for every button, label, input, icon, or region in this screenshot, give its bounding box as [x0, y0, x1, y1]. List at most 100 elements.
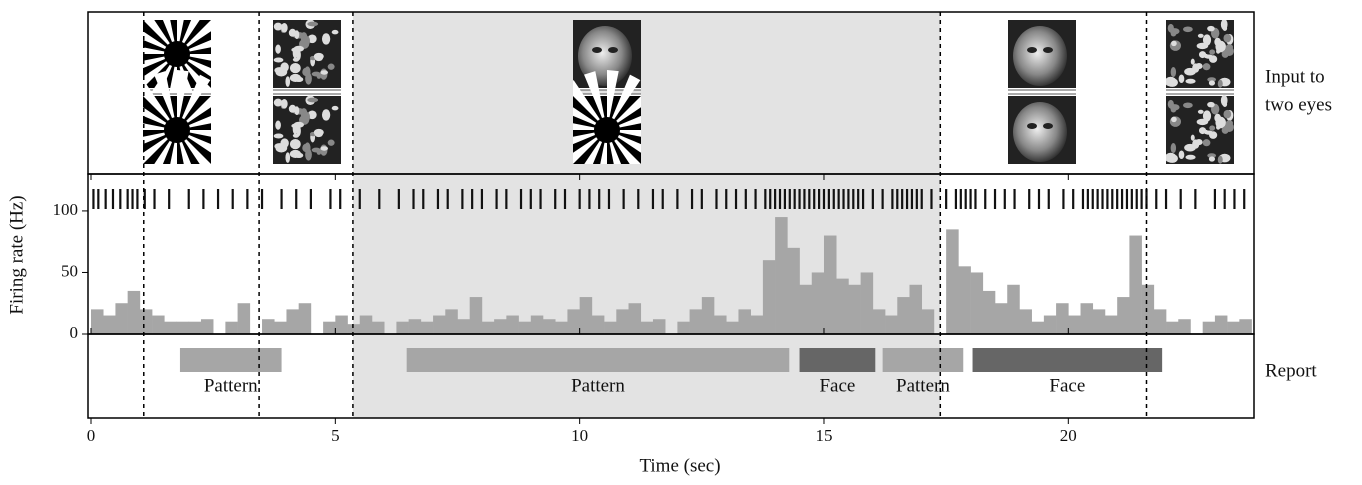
blob [1195, 63, 1202, 69]
rate-bar [616, 309, 629, 334]
rate-bar [286, 309, 299, 334]
rate-bar [763, 260, 776, 334]
blob [1209, 125, 1215, 130]
rate-bar [274, 322, 287, 334]
blob [274, 134, 284, 139]
blob [1195, 139, 1202, 145]
x-tick-label: 20 [1060, 426, 1077, 445]
stimulus-image [271, 18, 343, 90]
rate-bar [91, 309, 104, 334]
blob [295, 77, 304, 82]
rate-bar [800, 285, 813, 334]
y-tick-label: 0 [70, 323, 79, 342]
blob [296, 126, 301, 137]
blob [328, 140, 335, 146]
rate-bar [775, 217, 788, 334]
report-text: Pattern [571, 375, 625, 396]
blob [1214, 114, 1221, 122]
rate-bar [909, 285, 922, 334]
blob [305, 149, 312, 161]
rate-bar [677, 322, 690, 334]
report-label: Report [1265, 360, 1317, 381]
blob [1171, 30, 1177, 36]
rate-bar [714, 316, 727, 334]
blob [294, 30, 299, 39]
rate-bar [262, 319, 275, 334]
rate-bar [1044, 316, 1057, 334]
rate-bar [103, 316, 116, 334]
input-label: Input to [1265, 66, 1325, 87]
blob [307, 98, 318, 103]
input-label: two eyes [1265, 94, 1332, 115]
rate-bar [506, 316, 519, 334]
eye [1043, 47, 1053, 53]
rate-bar [1056, 303, 1069, 334]
blob [1218, 80, 1223, 88]
blob [1184, 144, 1196, 152]
rate-bar [225, 322, 238, 334]
rate-bar [115, 303, 128, 334]
rate-bar [348, 324, 361, 334]
blob [1171, 117, 1177, 122]
blob [275, 44, 281, 53]
stimulus-pair [1006, 18, 1078, 166]
rate-bar [1178, 319, 1191, 334]
blob [1167, 154, 1178, 163]
rate-bar [787, 248, 800, 334]
blob [294, 106, 299, 115]
rate-bar [189, 322, 202, 334]
blob [1207, 102, 1215, 108]
blob [1204, 54, 1209, 58]
blob [1171, 67, 1176, 77]
blob [1223, 110, 1231, 119]
report-bar [180, 348, 282, 372]
y-axis-label: Firing rate (Hz) [6, 195, 27, 314]
blob [1198, 110, 1204, 114]
x-tick-label: 10 [571, 426, 588, 445]
rate-bar [690, 309, 703, 334]
x-tick-label: 5 [331, 426, 340, 445]
blob [285, 76, 290, 87]
x-tick-label: 0 [87, 426, 96, 445]
blob [307, 22, 318, 27]
blob [296, 50, 301, 61]
blob [1203, 139, 1211, 146]
rate-bar [1068, 316, 1081, 334]
rate-bar [409, 319, 422, 334]
rate-bar [885, 316, 898, 334]
report-text: Face [1049, 375, 1085, 396]
blob [280, 62, 288, 72]
stimulus-image [1164, 18, 1236, 90]
rate-bar [543, 319, 556, 334]
rate-bar [629, 303, 642, 334]
rate-bar [958, 266, 971, 334]
blob [1209, 80, 1215, 85]
report-bar [407, 348, 790, 372]
rate-bar [604, 322, 617, 334]
blob [1203, 63, 1211, 70]
blob [305, 112, 310, 121]
blob [1226, 44, 1233, 50]
stimulus-image [1006, 94, 1078, 166]
blob [1185, 79, 1195, 84]
blob [280, 138, 288, 148]
face [1013, 26, 1067, 86]
y-tick-label: 50 [61, 261, 78, 280]
rate-bar [1117, 297, 1130, 334]
blob [332, 106, 339, 110]
rate-bar [1129, 236, 1142, 334]
center [164, 117, 190, 143]
blob [1218, 156, 1223, 164]
rate-bar [519, 322, 532, 334]
blob [1184, 68, 1196, 76]
rate-bar [641, 322, 654, 334]
blob [312, 72, 321, 77]
rate-bar [177, 322, 190, 334]
rate-bar [567, 309, 580, 334]
blob [305, 36, 310, 45]
blob [1191, 59, 1195, 65]
blob [274, 23, 283, 31]
rate-bar [1227, 322, 1240, 334]
blob [1183, 102, 1193, 108]
rate-bar [201, 319, 214, 334]
